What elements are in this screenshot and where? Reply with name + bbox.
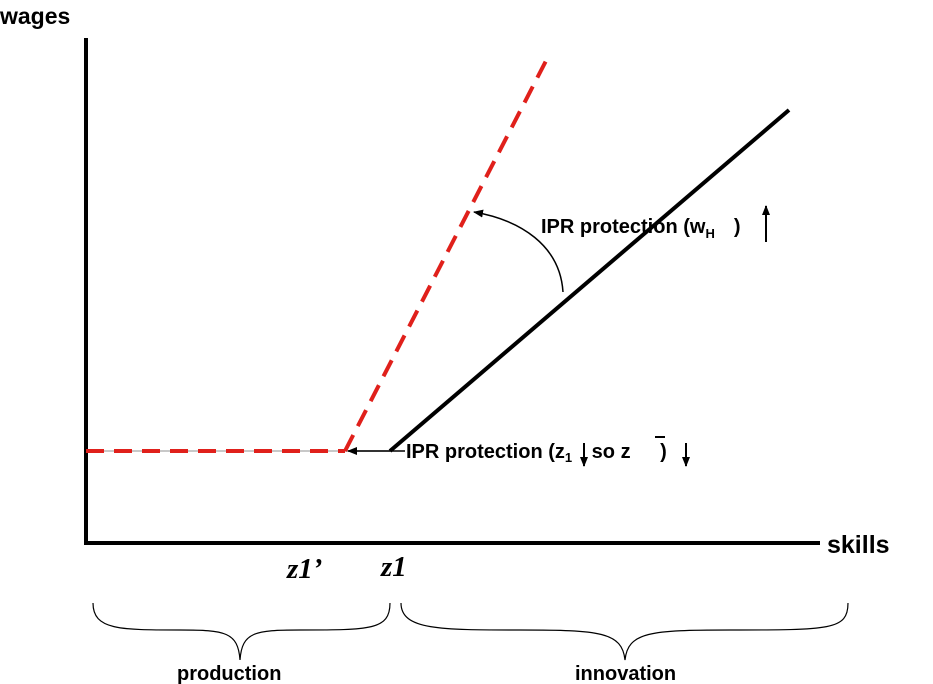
threshold-shift-middle: so <box>586 441 620 463</box>
wage-shift-suffix: ) <box>734 216 741 238</box>
original-innovation-wage-line <box>388 108 791 453</box>
region-label-innovation: innovation <box>575 663 676 684</box>
wage-shift-annotation: IPR protection (wH) <box>541 216 741 241</box>
threshold-shift-annotation: IPR protection (z1 so z ) <box>406 441 667 465</box>
threshold-shift-suffix: ) <box>655 441 667 463</box>
threshold-shift-prefix: IPR protection (z <box>406 441 565 463</box>
new-innovation-wage-line <box>343 54 551 452</box>
threshold-shift-subscript: 1 <box>565 450 572 465</box>
region-label-production: production <box>177 663 281 684</box>
wage-shift-prefix: IPR protection (w <box>541 216 706 238</box>
innovation-brace <box>400 602 849 661</box>
threshold-shift-zbar: z <box>621 441 631 463</box>
wage-shift-subscript: H <box>705 226 714 241</box>
y-axis-label: wages <box>0 3 70 29</box>
tick-z1: z1 <box>380 551 407 583</box>
x-axis-label: skills <box>827 531 890 559</box>
production-brace <box>92 602 391 661</box>
wage-shift-arrow <box>473 209 564 293</box>
tick-z1-prime: z1’ <box>286 553 322 585</box>
